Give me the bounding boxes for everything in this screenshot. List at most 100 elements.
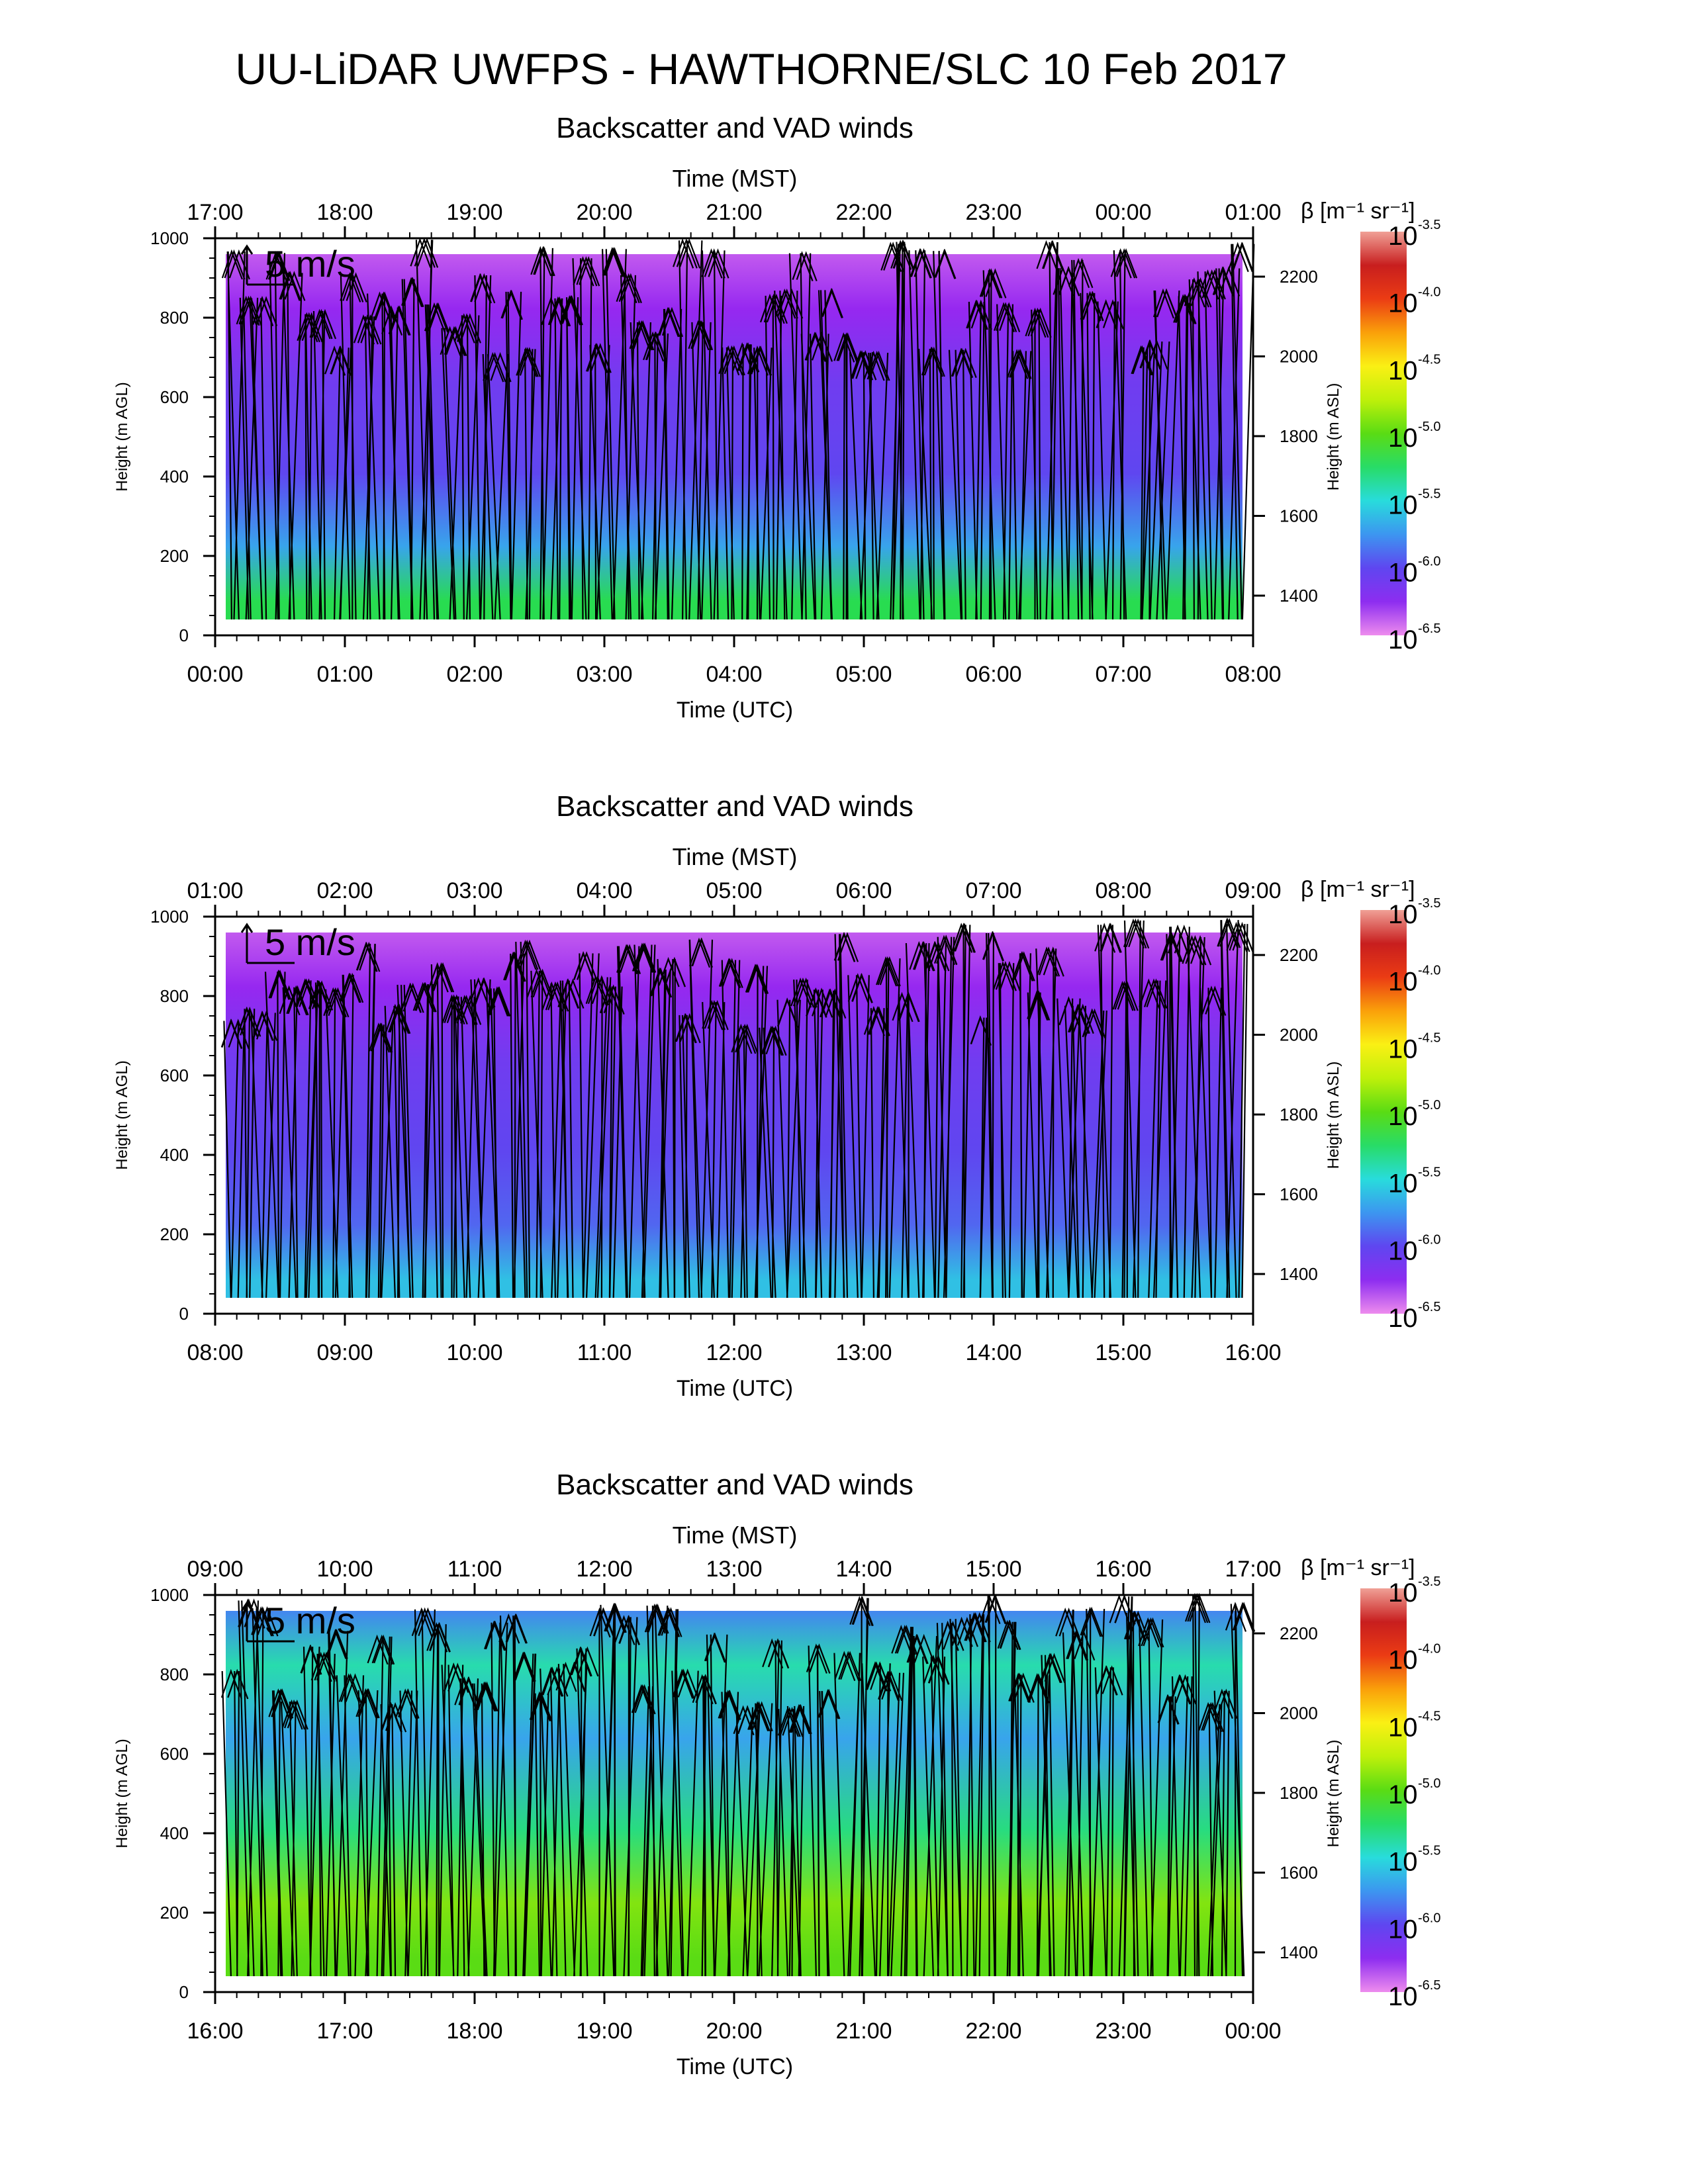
colorbar-label: β [m⁻¹ sr⁻¹] (1301, 199, 1415, 224)
y2-tick-label: 1600 (1280, 506, 1318, 526)
x-tick-label: 11:00 (577, 1340, 632, 1365)
wind-scale-label: 5 m/s (265, 921, 355, 963)
wind-barb (800, 332, 833, 620)
wind-barb (573, 951, 600, 1298)
wind-barb (878, 1670, 905, 1977)
colorbar-tick-base: 10 (1388, 625, 1418, 655)
top-tick-label: 23:00 (965, 200, 1021, 225)
colorbar-tick-base: 10 (1388, 222, 1418, 251)
wind-barb (1211, 1688, 1238, 1977)
wind-barb (220, 1019, 250, 1298)
wind-barb (905, 940, 935, 1298)
wind-barb (441, 1662, 469, 1977)
x-tick-label: 21:00 (835, 2019, 892, 2044)
wind-barb (297, 312, 323, 620)
y-tick-label: 200 (160, 546, 189, 566)
chart-svg-2: Backscatter and VAD winds Time (MST) 5 m/s… (113, 790, 1440, 1401)
wind-barb (500, 289, 523, 620)
wind-barb (688, 320, 714, 620)
wind-barb (876, 956, 901, 1298)
y2-tick-label: 2200 (1280, 267, 1318, 287)
wind-barb (762, 1638, 790, 1977)
top-tick-label: 18:00 (316, 200, 373, 225)
wind-barb (486, 986, 511, 1298)
wind-barb (515, 939, 541, 1298)
colorbar-tick-base: 10 (1388, 900, 1418, 929)
colorbar-tick-base: 10 (1388, 1982, 1418, 2011)
colorbar-tick-exponent: -3.5 (1418, 218, 1440, 232)
x-tick-label: 08:00 (1225, 662, 1281, 687)
wind-barb (786, 1704, 812, 1977)
wind-barb (323, 987, 350, 1298)
top-tick-label: 13:00 (706, 1557, 762, 1582)
wind-barb (309, 308, 337, 620)
wind-barb (1152, 288, 1180, 620)
wind-barb (948, 347, 977, 620)
colorbar-tick-exponent: -5.0 (1418, 420, 1440, 434)
colorbar-tick-base: 10 (1388, 1713, 1418, 1742)
x-tick-label: 13:00 (835, 1340, 892, 1365)
wind-barb (220, 1668, 249, 1977)
wind-barb (833, 932, 859, 1298)
colorbar-tick-exponent: -3.5 (1418, 896, 1440, 911)
top-tick-label: 21:00 (706, 200, 762, 225)
x-tick-label: 09:00 (316, 1340, 373, 1365)
wind-barb (516, 347, 541, 620)
x-tick-label: 19:00 (576, 2019, 632, 2044)
wind-barb (513, 1651, 537, 1977)
wind-barb (482, 351, 512, 620)
top-axis-label: Time (MST) (673, 1522, 798, 1549)
top-tick-label: 14:00 (835, 1557, 892, 1582)
wind-barb (249, 296, 278, 620)
colorbar-tick-exponent: -6.0 (1418, 554, 1440, 569)
top-tick-label: 19:00 (446, 200, 502, 225)
wind-barb (530, 246, 555, 620)
colorbar (1360, 232, 1407, 635)
wind-barb (381, 305, 411, 620)
wind-barb (951, 923, 976, 1298)
top-tick-label: 17:00 (1225, 1557, 1281, 1582)
wind-barb (654, 1607, 682, 1977)
colorbar-tick-exponent: -4.0 (1418, 964, 1440, 978)
y2-axis-label: Height (m ASL) (1325, 1062, 1342, 1169)
top-tick-label: 05:00 (706, 878, 762, 903)
colorbar-tick-base: 10 (1388, 1578, 1418, 1608)
chart-title: Backscatter and VAD winds (556, 1469, 914, 1501)
top-tick-label: 20:00 (576, 200, 632, 225)
wind-barb (308, 980, 334, 1298)
wind-barb (970, 1015, 992, 1298)
y2-axis-label: Height (m ASL) (1325, 383, 1342, 491)
x-tick-label: 10:00 (446, 1340, 502, 1365)
x-tick-label: 07:00 (1095, 662, 1151, 687)
y2-tick-label: 2200 (1280, 945, 1318, 965)
chart-panel-3: Backscatter and VAD winds Time (MST) 5 m/s… (0, 1463, 1688, 2124)
x-tick-label: 01:00 (316, 662, 373, 687)
top-tick-label: 01:00 (187, 878, 243, 903)
wind-barb (559, 295, 583, 620)
y-tick-label: 0 (179, 1982, 189, 2002)
wind-barb (701, 248, 729, 620)
wind-barb (747, 1701, 773, 1977)
wind-barb (426, 1621, 451, 1977)
x-tick-label: 02:00 (446, 662, 502, 687)
wind-barb (353, 314, 382, 620)
colorbar-label: β [m⁻¹ sr⁻¹] (1301, 1555, 1415, 1580)
colorbar-tick-exponent: -6.5 (1418, 1300, 1440, 1314)
wind-barb (339, 972, 364, 1298)
wind-barb (541, 981, 569, 1298)
wind-barb (401, 277, 424, 620)
y2-tick-label: 2000 (1280, 1025, 1318, 1045)
x-tick-label: 03:00 (576, 662, 632, 687)
wind-barb (1138, 1617, 1164, 1977)
wind-barb (221, 249, 250, 620)
top-tick-label: 01:00 (1225, 200, 1281, 225)
wind-barb (1131, 345, 1156, 620)
colorbar-tick-exponent: -6.0 (1418, 1232, 1440, 1247)
wind-barb (818, 1688, 841, 1977)
wind-barb (806, 1643, 831, 1977)
x-axis-label: Time (UTC) (677, 2054, 793, 2079)
wind-barb (1109, 1594, 1136, 1977)
chart-panel-2: Backscatter and VAD winds Time (MST) 5 m/s… (0, 784, 1688, 1446)
wind-barb (236, 295, 262, 620)
wind-barb (279, 271, 306, 620)
